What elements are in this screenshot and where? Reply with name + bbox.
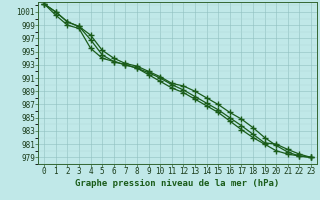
- X-axis label: Graphe pression niveau de la mer (hPa): Graphe pression niveau de la mer (hPa): [76, 179, 280, 188]
